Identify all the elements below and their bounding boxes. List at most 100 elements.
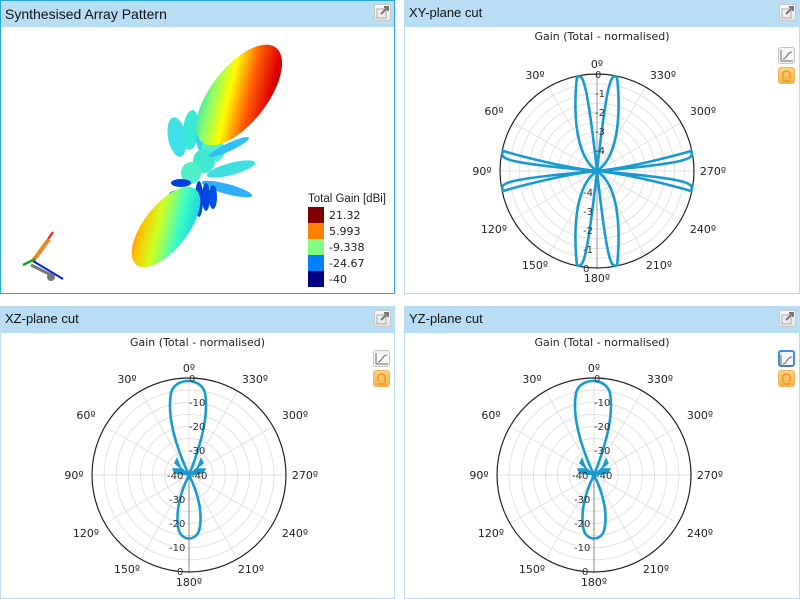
svg-text:300º: 300º: [690, 105, 716, 118]
svg-text:-1: -1: [595, 89, 605, 100]
svg-text:-30: -30: [189, 446, 205, 457]
popout-icon: [781, 312, 794, 325]
svg-text:120º: 120º: [478, 527, 504, 540]
svg-text:180º: 180º: [176, 576, 202, 589]
xz-cut-panel: XZ-plane cut Gain (Total - normalised): [0, 306, 395, 599]
cartesian-plot-button[interactable]: [373, 350, 390, 367]
svg-text:240º: 240º: [687, 527, 713, 540]
svg-text:240º: 240º: [690, 223, 716, 236]
svg-text:210º: 210º: [643, 563, 669, 576]
svg-text:-30: -30: [169, 495, 185, 506]
svg-text:-40: -40: [572, 471, 588, 482]
svg-text:270º: 270º: [700, 165, 726, 178]
svg-text:90º: 90º: [469, 469, 488, 482]
svg-text:-40: -40: [191, 471, 207, 482]
svg-text:30º: 30º: [522, 373, 541, 386]
svg-text:270º: 270º: [292, 469, 318, 482]
polar-chart-icon: [376, 373, 387, 385]
angle-tick-labels: 0º 30º 60º 90º 120º 150º 180º 210º 240º …: [472, 58, 726, 285]
back-lobe: [131, 186, 201, 268]
svg-text:-20: -20: [574, 519, 590, 530]
svg-text:60º: 60º: [481, 409, 500, 422]
polar-plot-button[interactable]: [373, 370, 390, 387]
svg-text:0: 0: [595, 70, 601, 81]
popout-button[interactable]: [779, 310, 796, 327]
panel-title: Synthesised Array Pattern: [5, 6, 167, 22]
svg-text:120º: 120º: [481, 223, 507, 236]
svg-text:-3: -3: [595, 127, 605, 138]
svg-text:0: 0: [594, 374, 600, 385]
chart-title: Gain (Total - normalised): [534, 336, 670, 349]
popout-icon: [781, 6, 794, 19]
svg-text:-4: -4: [583, 188, 593, 199]
line-chart-icon: [780, 50, 793, 62]
panel-title: XY-plane cut: [409, 5, 483, 20]
popout-button[interactable]: [374, 310, 391, 327]
svg-text:-10: -10: [189, 398, 205, 409]
legend-item: -24.67: [308, 255, 386, 271]
popout-button[interactable]: [374, 4, 391, 21]
svg-text:180º: 180º: [584, 272, 610, 285]
angle-tick-labels: 0º 30º 60º 90º 120º 150º 180º 210º 240º …: [64, 362, 318, 589]
svg-text:60º: 60º: [484, 105, 503, 118]
angle-tick-labels: 0º 30º 60º 90º 120º 150º 180º 210º 240º …: [469, 362, 723, 589]
radial-tick-labels: 0 -10 -20 -30 -40 -40 -30 -20 -10 0: [572, 374, 612, 578]
svg-text:330º: 330º: [647, 373, 673, 386]
svg-text:-1: -1: [583, 245, 593, 256]
svg-text:270º: 270º: [697, 469, 723, 482]
legend-item: -9.338: [308, 239, 386, 255]
radial-tick-labels: 0 -10 -20 -30 -40 -40 -30 -20 -10 0: [167, 374, 207, 578]
yz-polar-chart[interactable]: 0 -10 -20 -30 -40 -40 -30 -20 -10 0 0º 3…: [405, 337, 800, 597]
legend-item: -40: [308, 271, 386, 287]
svg-text:0º: 0º: [591, 58, 603, 71]
svg-text:0: 0: [582, 567, 588, 578]
svg-text:330º: 330º: [242, 373, 268, 386]
radial-tick-labels: 0 -1 -2 -3 -4 -4 -3 -2 -1 0: [583, 70, 605, 275]
chart-title: Gain (Total - normalised): [129, 336, 266, 349]
svg-text:150º: 150º: [519, 563, 545, 576]
axes-triad-icon: [22, 231, 64, 281]
svg-text:0: 0: [177, 567, 183, 578]
polar-chart-icon: [781, 373, 792, 385]
svg-text:-40: -40: [167, 471, 183, 482]
cartesian-plot-button[interactable]: [778, 47, 795, 64]
svg-text:-10: -10: [169, 543, 185, 554]
svg-text:-10: -10: [574, 543, 590, 554]
cartesian-plot-button[interactable]: [778, 350, 795, 367]
polar-plot-button[interactable]: [778, 370, 795, 387]
svg-text:-4: -4: [595, 146, 605, 157]
svg-text:210º: 210º: [238, 563, 264, 576]
svg-text:-10: -10: [594, 398, 610, 409]
svg-text:-3: -3: [583, 207, 593, 218]
svg-text:0º: 0º: [183, 362, 195, 375]
chart-title: Gain (Total - normalised): [534, 30, 670, 43]
svg-text:30º: 30º: [117, 373, 136, 386]
popout-button[interactable]: [779, 4, 796, 21]
panel-header: Synthesised Array Pattern: [1, 1, 394, 27]
svg-text:-2: -2: [583, 226, 593, 237]
pattern-3d-view[interactable]: [1, 27, 394, 293]
svg-text:90º: 90º: [472, 165, 491, 178]
svg-text:150º: 150º: [522, 259, 548, 272]
svg-text:-20: -20: [169, 519, 185, 530]
xy-cut-panel: XY-plane cut Gain (Total - normalised): [404, 0, 800, 294]
gain-legend: Total Gain [dBi] 21.32 5.993 -9.338 -24.…: [308, 193, 386, 287]
svg-text:-2: -2: [595, 108, 605, 119]
svg-text:60º: 60º: [76, 409, 95, 422]
svg-text:330º: 330º: [650, 69, 676, 82]
panel-header: YZ-plane cut: [405, 307, 799, 333]
svg-text:30º: 30º: [525, 69, 544, 82]
xz-polar-chart[interactable]: 0 -10 -20 -30 -40 -40 -30 -20 -10 0 0º 3…: [1, 337, 396, 597]
panel-title: YZ-plane cut: [409, 311, 483, 326]
main-lobe: [195, 44, 283, 146]
panel-title: XZ-plane cut: [5, 311, 79, 326]
legend-title: Total Gain [dBi]: [308, 193, 386, 205]
polar-plot-button[interactable]: [778, 67, 795, 84]
popout-icon: [376, 312, 389, 325]
svg-text:180º: 180º: [581, 576, 607, 589]
xy-polar-chart[interactable]: 0 -1 -2 -3 -4 -4 -3 -2 -1 0 0º 30º 60º 9…: [405, 31, 800, 291]
svg-text:-20: -20: [189, 422, 205, 433]
line-chart-icon: [780, 355, 793, 367]
yz-cut-panel: YZ-plane cut Gain (Total - normalised): [404, 306, 800, 599]
svg-text:-40: -40: [596, 471, 612, 482]
